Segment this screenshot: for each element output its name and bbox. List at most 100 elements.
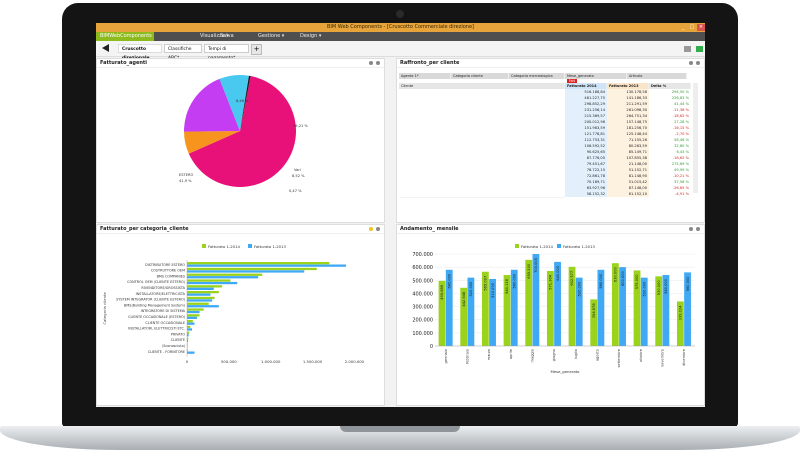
grid-cell[interactable]: -11,36 %	[649, 107, 691, 113]
bar[interactable]	[445, 269, 453, 346]
bar[interactable]	[187, 322, 195, 325]
maximize-icon[interactable]: □	[689, 24, 695, 30]
grid-cell[interactable]: 32,80 %	[649, 143, 691, 149]
settings-icon[interactable]	[369, 61, 373, 65]
bar[interactable]	[467, 277, 475, 346]
bar[interactable]	[568, 266, 576, 346]
bar[interactable]	[489, 278, 496, 346]
grid-cell[interactable]: 125.148,44	[607, 131, 649, 137]
close-icon[interactable]	[696, 227, 700, 231]
bar[interactable]	[187, 349, 188, 352]
grid-cell-client[interactable]	[399, 191, 565, 198]
close-icon[interactable]	[376, 61, 380, 65]
bar[interactable]	[187, 325, 191, 329]
print-icon[interactable]	[684, 46, 691, 52]
bar[interactable]	[187, 345, 188, 348]
refresh-icon[interactable]	[696, 46, 703, 52]
bar[interactable]	[187, 310, 200, 314]
grid-cell[interactable]: 157.148,75	[607, 119, 649, 125]
menu-design[interactable]: Design ▾	[300, 33, 322, 39]
bar[interactable]	[187, 262, 330, 265]
grid-cell[interactable]: 200.012,96	[565, 119, 607, 125]
grid-cell[interactable]: 63.927,96	[565, 185, 607, 191]
tab-cruscotto-direzionale[interactable]: Cruscotto direzionale	[118, 44, 162, 61]
bar[interactable]	[187, 337, 189, 340]
pie-slice[interactable]	[219, 75, 249, 131]
grid-cell[interactable]: 71.155,26	[607, 137, 649, 143]
minimize-icon[interactable]: _	[681, 24, 685, 30]
grid-cell[interactable]: 461.227,75	[565, 95, 607, 101]
grid-cell[interactable]: 151.983,59	[565, 125, 607, 131]
bar[interactable]	[187, 296, 215, 300]
grid-cell[interactable]: 70.189,71	[565, 179, 607, 185]
bar[interactable]	[187, 293, 211, 296]
bar[interactable]	[619, 267, 626, 346]
pie-slice[interactable]	[188, 76, 296, 187]
menu-gestione[interactable]: Gestione ▾	[258, 33, 285, 39]
bar[interactable]	[633, 270, 641, 346]
grid-cell[interactable]: -18,62 %	[649, 155, 691, 161]
bar[interactable]	[481, 271, 489, 346]
grid-cell[interactable]: 112.753,31	[565, 137, 607, 143]
grid-cell[interactable]: -16,15 %	[649, 125, 691, 131]
pie-slice[interactable]	[184, 131, 240, 154]
bar[interactable]	[662, 275, 670, 346]
bar[interactable]	[460, 287, 468, 346]
bar[interactable]	[640, 277, 648, 346]
grid-cell[interactable]: 106.592,52	[565, 143, 607, 149]
bar[interactable]	[676, 301, 684, 346]
bar[interactable]	[554, 261, 561, 346]
pivot-field[interactable]: Agente 1*	[399, 73, 451, 79]
grid-cell[interactable]: 107.855,38	[607, 155, 649, 161]
bar[interactable]	[438, 280, 446, 346]
grid-cell[interactable]: 294,50 %	[649, 89, 691, 95]
bar[interactable]	[187, 281, 238, 285]
bar[interactable]	[575, 277, 583, 346]
pie-slice[interactable]	[184, 78, 240, 132]
bar[interactable]	[187, 328, 193, 331]
grid-cell[interactable]: -26,65 %	[649, 185, 691, 191]
close-icon[interactable]: ×	[697, 24, 705, 31]
grid-cell[interactable]: 85.149,71	[607, 149, 649, 155]
star-icon[interactable]	[369, 227, 373, 231]
grid-cell[interactable]: 72.861,78	[565, 173, 607, 179]
grid-cell[interactable]: 27,28 %	[649, 119, 691, 125]
bar[interactable]	[187, 334, 189, 337]
grid-cell[interactable]: 49,99 %	[649, 167, 691, 173]
bar[interactable]	[187, 308, 204, 311]
tab-tempi-di-pagamento[interactable]: Tempi di pagamento*	[204, 44, 249, 61]
pivot-field[interactable]: Categoria cliente	[451, 73, 509, 79]
pivot-field[interactable]: Articolo	[627, 73, 687, 79]
grid-cell[interactable]: 261.098,30	[607, 107, 649, 113]
bar[interactable]	[597, 269, 605, 346]
grid-cell[interactable]: 130.178,58	[607, 89, 649, 95]
bar[interactable]	[187, 291, 219, 294]
menu-visualizza[interactable]: Visualizza ▾	[200, 33, 229, 39]
grid-cell[interactable]: -18,62 %	[649, 113, 691, 119]
grid-cell[interactable]: 275,69 %	[649, 161, 691, 167]
back-arrow-icon[interactable]	[102, 44, 109, 52]
add-tab-icon[interactable]: +	[251, 44, 262, 55]
grid-cell[interactable]: 516.188,84	[565, 89, 607, 95]
bar[interactable]	[590, 299, 598, 346]
bar[interactable]	[611, 263, 619, 346]
grid-cell[interactable]: 79.451,67	[565, 161, 607, 167]
grid-cell[interactable]: 6,43 %	[649, 149, 691, 155]
close-icon[interactable]	[696, 61, 700, 65]
grid-scrollbar[interactable]	[693, 83, 698, 193]
bar[interactable]	[684, 272, 691, 346]
bar[interactable]	[187, 299, 213, 302]
bar[interactable]	[187, 314, 200, 317]
grid-cell[interactable]: 41,44 %	[649, 101, 691, 107]
bar[interactable]	[187, 305, 219, 308]
bar[interactable]	[546, 270, 554, 346]
bar[interactable]	[525, 259, 533, 346]
grid-cell[interactable]: 121.778,81	[565, 131, 607, 137]
grid-cell[interactable]: 87.148,00	[607, 185, 649, 191]
bar[interactable]	[187, 279, 231, 282]
grid-cell[interactable]: 264.751,34	[607, 113, 649, 119]
grid-cell[interactable]: 231.256,14	[565, 107, 607, 113]
grid-cell[interactable]: 81.148,90	[607, 173, 649, 179]
grid-cell[interactable]: 181.256,70	[607, 125, 649, 131]
grid-cell[interactable]: 141.186,33	[607, 95, 649, 101]
